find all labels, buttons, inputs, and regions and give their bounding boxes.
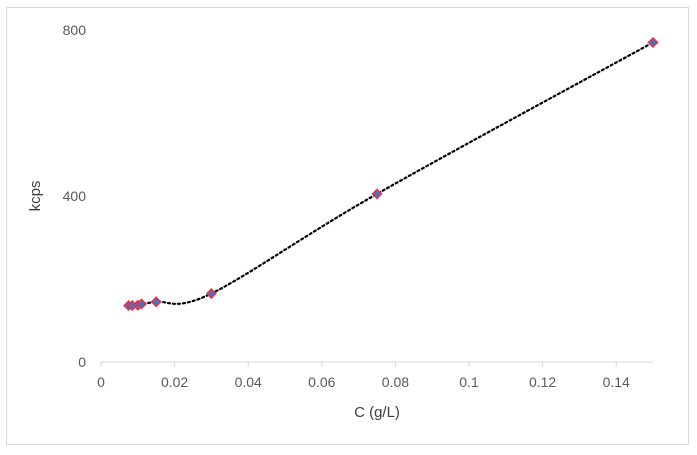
data-points-group bbox=[123, 36, 659, 312]
trendline bbox=[127, 41, 655, 307]
data-point bbox=[205, 287, 217, 300]
x-tick-label: 0.02 bbox=[161, 374, 188, 390]
y-tick-label: 0 bbox=[78, 354, 86, 370]
x-tick-label: 0 bbox=[97, 374, 105, 390]
x-tick-label: 0.12 bbox=[529, 374, 556, 390]
x-tick-label: 0.1 bbox=[459, 374, 479, 390]
y-tick-label: 800 bbox=[63, 22, 87, 38]
x-tick-label: 0.08 bbox=[382, 374, 409, 390]
x-tick-label: 0.06 bbox=[308, 374, 335, 390]
tick-labels-group: 0 0.02 0.04 0.06 0.08 0.1 0.12 0.14 0 400 800 bbox=[63, 22, 630, 390]
axes-group bbox=[100, 361, 653, 367]
data-point bbox=[135, 298, 148, 310]
x-tick-label: 0.14 bbox=[603, 374, 630, 390]
data-point bbox=[371, 188, 383, 200]
y-tick-label: 400 bbox=[63, 188, 87, 204]
data-point bbox=[150, 296, 162, 308]
x-axis-title: C (g/L) bbox=[354, 404, 400, 421]
trendline-group bbox=[127, 41, 655, 307]
data-point bbox=[647, 36, 659, 49]
y-axis-title: kcps bbox=[27, 181, 44, 212]
x-tick-label: 0.04 bbox=[235, 374, 262, 390]
chart-frame bbox=[6, 7, 689, 445]
